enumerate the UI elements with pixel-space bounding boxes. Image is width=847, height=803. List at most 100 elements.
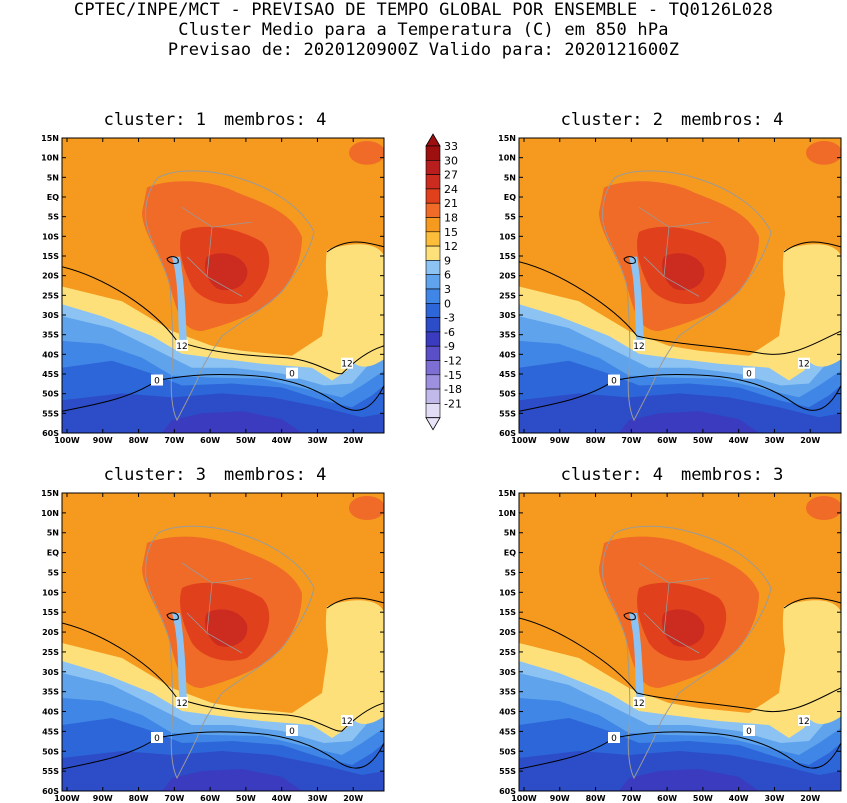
contour-12 — [519, 261, 841, 355]
lon-label: 40W — [729, 794, 749, 803]
lon-label: 60W — [200, 794, 220, 803]
colorbar-swatch — [425, 217, 441, 233]
contour-12-b — [326, 597, 384, 609]
svg-text:12: 12 — [798, 360, 809, 370]
lat-label: 10S — [499, 588, 516, 597]
contour-12-b — [783, 241, 841, 253]
svg-text:0: 0 — [746, 727, 752, 737]
lon-label: 80W — [586, 794, 606, 803]
colorbar-bottom-arrow — [425, 417, 441, 431]
colorbar-swatch — [425, 245, 441, 261]
cluster-number: 2 — [652, 110, 663, 130]
temperature-map: 12 12 0 0 15N 10N 5N EQ 5S 10S 15S 20S 25S 30S 35S 40S 4… — [498, 489, 842, 803]
lat-label: 15N — [41, 134, 59, 143]
lon-label: 100W — [54, 794, 80, 803]
contour-0 — [62, 731, 384, 770]
subtitle: Cluster Medio para a Temperatura (C) em … — [178, 20, 669, 40]
colorbar-swatch — [425, 288, 441, 304]
contour-12-b — [326, 241, 384, 253]
lat-label: 20S — [42, 628, 59, 637]
contour-0 — [62, 373, 384, 412]
contour-label: 12 — [633, 697, 645, 709]
field-12-15-atlantic — [325, 600, 384, 725]
lat-label: 10S — [42, 232, 59, 241]
colorbar-swatch — [425, 202, 441, 218]
lat-label: 25S — [499, 648, 516, 657]
lat-label: 45S — [499, 370, 516, 379]
panel-title: cluster: 3 membros: 4 — [103, 465, 327, 485]
contour-label: 0 — [286, 725, 298, 737]
contour-label: 0 — [608, 374, 620, 387]
lat-label: 10N — [498, 154, 516, 163]
lon-label: 80W — [586, 436, 606, 445]
colorbar-swatch — [425, 360, 441, 376]
lat-label: 55S — [42, 767, 59, 776]
lon-label: 100W — [511, 794, 537, 803]
field-9-12-andes — [172, 613, 187, 705]
lat-label: 30S — [499, 311, 516, 320]
colorbar-swatch — [425, 231, 441, 247]
lat-label: 10N — [41, 509, 59, 518]
lon-label: 60W — [200, 436, 220, 445]
lat-label: 60S — [42, 787, 59, 796]
contour-label: 0 — [151, 374, 163, 387]
svg-text:12: 12 — [176, 699, 187, 709]
colorbar-label: -21 — [444, 397, 462, 410]
lat-label: 45S — [42, 727, 59, 736]
colorbar-label: 6 — [444, 269, 451, 282]
colorbar-top-arrow — [425, 133, 441, 147]
colorbar-label: 15 — [444, 226, 458, 239]
colorbar-label: 33 — [444, 140, 458, 153]
svg-text:12: 12 — [798, 717, 809, 727]
lat-label: 25S — [499, 291, 516, 300]
lon-label: 90W — [550, 794, 570, 803]
field-9-12-andes — [629, 613, 644, 705]
colorbar-swatch — [425, 345, 441, 361]
colorbar-label: -12 — [444, 355, 462, 368]
contour-small — [623, 256, 636, 265]
lat-label: 10N — [41, 154, 59, 163]
svg-text:0: 0 — [289, 370, 295, 380]
contour-small — [166, 256, 179, 265]
member-count: 4 — [316, 465, 327, 485]
colorbar-label: 30 — [444, 154, 458, 167]
contour-label: 0 — [151, 732, 163, 744]
svg-text:0: 0 — [746, 370, 752, 380]
contour-label: 12 — [633, 339, 645, 352]
colorbar-swatch — [425, 260, 441, 275]
lat-label: 60S — [499, 787, 516, 796]
lon-label: 50W — [236, 794, 256, 803]
lat-label: 20S — [42, 272, 59, 281]
field-minus6-minus3 — [162, 411, 302, 433]
lat-label: 45S — [42, 370, 59, 379]
lat-label: 50S — [42, 390, 59, 399]
colorbar-swatch — [425, 388, 441, 404]
lon-label: 90W — [93, 794, 113, 803]
lon-label: 60W — [657, 436, 677, 445]
lat-label: 5N — [504, 173, 516, 182]
colorbar-label: -15 — [444, 369, 462, 382]
field-minus6-minus3 — [162, 769, 302, 791]
lat-label: 30S — [42, 311, 59, 320]
lat-label: 55S — [499, 767, 516, 776]
colorbar-label: 21 — [444, 197, 458, 210]
svg-text:0: 0 — [154, 377, 160, 387]
field-27-30 — [205, 253, 248, 291]
colorbar-label: -6 — [444, 326, 455, 339]
colorbar-label: -3 — [444, 312, 455, 325]
cluster-number: 4 — [652, 465, 663, 485]
lat-label: 60S — [42, 429, 59, 438]
lat-label: 25S — [42, 648, 59, 657]
lat-label: 40S — [499, 708, 516, 717]
lon-label: 50W — [693, 436, 713, 445]
colorbar-swatch — [425, 159, 441, 175]
lon-label: 70W — [621, 794, 641, 803]
lat-label: 30S — [42, 668, 59, 677]
forecast-dates: Previsao de: 2020120900Z Valido para: 20… — [167, 40, 680, 60]
cluster-number: 1 — [195, 110, 206, 130]
lat-label: 50S — [42, 747, 59, 756]
lat-label: 15N — [498, 489, 516, 498]
lon-label: 80W — [129, 794, 149, 803]
colorbar-swatch — [425, 145, 441, 161]
lon-label: 30W — [307, 436, 327, 445]
